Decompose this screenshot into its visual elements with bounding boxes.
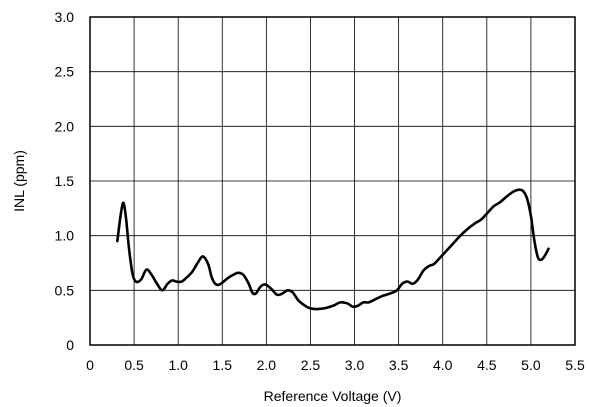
- grid: [89, 16, 576, 346]
- x-tick-label: 2.5: [301, 357, 321, 373]
- x-tick-label: 5.5: [565, 357, 585, 373]
- y-tick-label: 0.5: [55, 282, 75, 298]
- x-tick-label: 1.0: [168, 357, 188, 373]
- x-tick-label: 5.0: [521, 357, 541, 373]
- tick-labels: 0 0.5 1.0 1.5 2.0 2.5 3.0 3.5 4.0 4.5 5.0 5.5 0 0.5 1.…: [55, 9, 585, 373]
- x-tick-label: 4.0: [433, 357, 453, 373]
- x-tick-label: 0: [86, 357, 94, 373]
- x-axis-label: Reference Voltage (V): [264, 388, 402, 404]
- x-tick-label: 4.5: [477, 357, 497, 373]
- y-tick-label: 1.5: [55, 173, 75, 189]
- y-tick-label: 2.5: [55, 64, 75, 80]
- x-tick-label: 3.0: [345, 357, 365, 373]
- y-tick-label: 1.0: [55, 228, 75, 244]
- x-tick-label: 1.5: [213, 357, 233, 373]
- plot-frame: [89, 16, 576, 346]
- x-tick-label: 0.5: [124, 357, 144, 373]
- y-tick-label: 3.0: [55, 9, 75, 25]
- y-tick-label: 0: [66, 337, 74, 353]
- series-line-inl: [116, 188, 550, 311]
- y-tick-label: 2.0: [55, 118, 75, 134]
- y-axis-label: INL (ppm): [11, 150, 27, 212]
- x-tick-label: 2.0: [257, 357, 277, 373]
- x-tick-label: 3.5: [389, 357, 409, 373]
